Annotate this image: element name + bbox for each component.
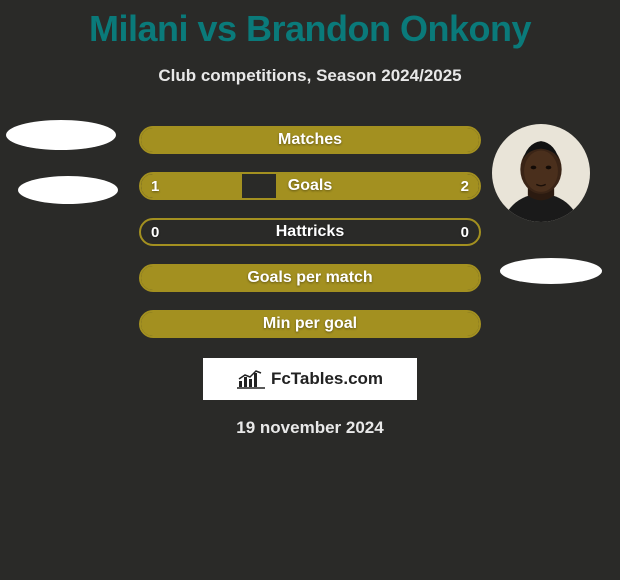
stat-row-matches: Matches [139,126,481,154]
stat-label: Matches [278,131,342,149]
stat-label: Goals per match [247,269,372,287]
stat-label: Min per goal [263,315,357,333]
stat-label: Goals [288,177,332,195]
stat-row-hattricks: 0 Hattricks 0 [139,218,481,246]
stat-right-value: 2 [461,178,469,195]
stat-row-min-per-goal: Min per goal [139,310,481,338]
stat-row-goals: 1 Goals 2 [139,172,481,200]
stat-label: Hattricks [276,223,344,241]
stat-right-value: 0 [461,224,469,241]
stat-left-value: 1 [151,178,159,195]
player-right-avatar [492,124,590,222]
avatar [492,124,590,222]
player-right-shape-1 [500,258,602,284]
player-left-shape-1 [6,120,116,150]
bar-chart-icon [237,369,265,389]
subtitle: Club competitions, Season 2024/2025 [0,66,620,86]
brand-box[interactable]: FcTables.com [203,358,417,400]
stat-row-goals-per-match: Goals per match [139,264,481,292]
player-left-shape-2 [18,176,118,204]
brand-text: FcTables.com [271,369,383,389]
date-text: 19 november 2024 [0,418,620,438]
page-title: Milani vs Brandon Onkony [0,0,620,50]
stat-left-value: 0 [151,224,159,241]
person-icon [494,128,588,222]
